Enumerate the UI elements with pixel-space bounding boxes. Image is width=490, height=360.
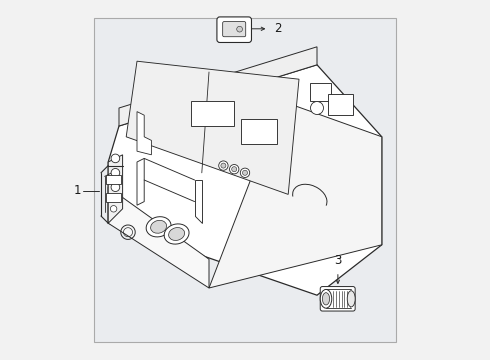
- Polygon shape: [137, 158, 144, 205]
- Bar: [191, 101, 234, 126]
- Circle shape: [111, 183, 120, 192]
- Circle shape: [229, 165, 239, 174]
- Ellipse shape: [347, 291, 355, 307]
- Polygon shape: [137, 112, 151, 155]
- Bar: [242, 119, 277, 144]
- FancyBboxPatch shape: [222, 22, 245, 37]
- Circle shape: [240, 168, 250, 177]
- Ellipse shape: [169, 228, 185, 240]
- Text: 2: 2: [274, 22, 281, 35]
- Text: 1: 1: [74, 184, 81, 197]
- FancyBboxPatch shape: [320, 287, 355, 311]
- Circle shape: [243, 170, 247, 175]
- Bar: [106, 193, 121, 202]
- Ellipse shape: [320, 289, 332, 308]
- Circle shape: [219, 161, 228, 170]
- Bar: [328, 94, 353, 115]
- Circle shape: [232, 167, 237, 172]
- FancyBboxPatch shape: [217, 17, 251, 42]
- Polygon shape: [108, 187, 209, 288]
- Polygon shape: [108, 65, 382, 295]
- Polygon shape: [126, 61, 299, 194]
- Ellipse shape: [150, 220, 167, 233]
- Circle shape: [111, 168, 120, 177]
- Ellipse shape: [164, 224, 189, 244]
- Circle shape: [311, 102, 323, 114]
- Ellipse shape: [146, 217, 171, 237]
- Polygon shape: [209, 101, 382, 288]
- Polygon shape: [195, 180, 202, 223]
- Text: 3: 3: [334, 254, 342, 267]
- Circle shape: [110, 206, 117, 212]
- Bar: [106, 175, 121, 184]
- Circle shape: [111, 154, 120, 163]
- Bar: [310, 83, 331, 101]
- Circle shape: [221, 163, 226, 168]
- FancyBboxPatch shape: [94, 18, 396, 342]
- Ellipse shape: [322, 293, 330, 305]
- Circle shape: [237, 26, 243, 32]
- Polygon shape: [108, 155, 122, 223]
- Polygon shape: [119, 47, 317, 126]
